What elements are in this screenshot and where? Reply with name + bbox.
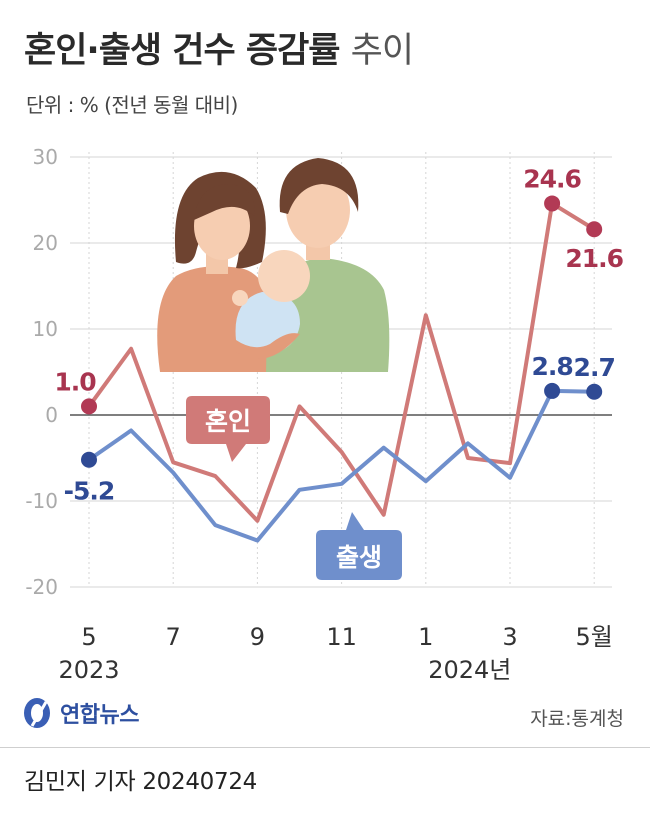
x-tick-sublabel: 2024년 [428,656,511,684]
data-point [544,382,561,399]
data-label: 2.8 [531,352,572,381]
x-tick-label: 1 [418,623,433,651]
data-label: 21.6 [565,244,623,273]
data-point [81,398,97,415]
yonhap-logo-icon [24,698,50,728]
logo: 연합뉴스 [22,696,139,730]
data-label: 1.0 [54,367,96,396]
data-point [586,221,603,238]
callout-birth-label: 출생 [336,543,382,572]
baby-face [258,250,310,302]
logo-text: 연합뉴스 [60,703,139,728]
callout-marriage [186,396,270,462]
title-main: 혼인·출생 건수 증감률 [24,31,340,71]
y-tick-label: 10 [33,317,58,341]
y-tick-label: 0 [45,403,58,427]
x-tick-label: 5 [81,623,96,651]
unit-label: 단위 : % (전년 동월 대비) [26,93,238,117]
source-label: 자료:통계청 [530,708,624,730]
callout-birth [316,512,402,580]
series-lines [81,195,603,543]
x-tick-sublabel: 2023 [58,656,119,684]
mother-arm [236,333,300,359]
page-title: 혼인·출생 건수 증감률 추이 [24,22,414,73]
mother-bangs [194,184,255,220]
baby-hand [232,290,248,306]
data-label: 2.7 [574,353,615,382]
series-line-marriage [87,201,597,523]
title-sub: 추이 [350,31,414,71]
data-point [544,195,561,212]
data-point [586,383,603,400]
y-tick-label: 30 [33,145,58,169]
series-line-birth [87,388,597,543]
x-tick-label: 9 [250,623,265,651]
callout-marriage-label: 혼인 [205,407,251,436]
y-tick-label: -10 [25,489,58,513]
y-tick-label: -20 [25,575,58,599]
y-tick-label: 20 [33,231,58,255]
reporter-byline: 김민지 기자 20240724 [24,769,257,795]
data-label: -5.2 [64,477,115,506]
x-tick-label: 11 [326,623,357,651]
data-label: 24.6 [523,164,581,193]
family-illustration [157,158,390,372]
footer-bar [0,747,650,813]
father-hair [279,158,359,214]
data-point [81,451,97,468]
data-labels: 1.0 24.6 21.6 -5.2 2.8 2.7 [54,164,624,506]
x-tick-label: 3 [502,623,517,651]
x-tick-label: 7 [166,623,181,651]
x-tick-label: 5월 [576,623,613,651]
